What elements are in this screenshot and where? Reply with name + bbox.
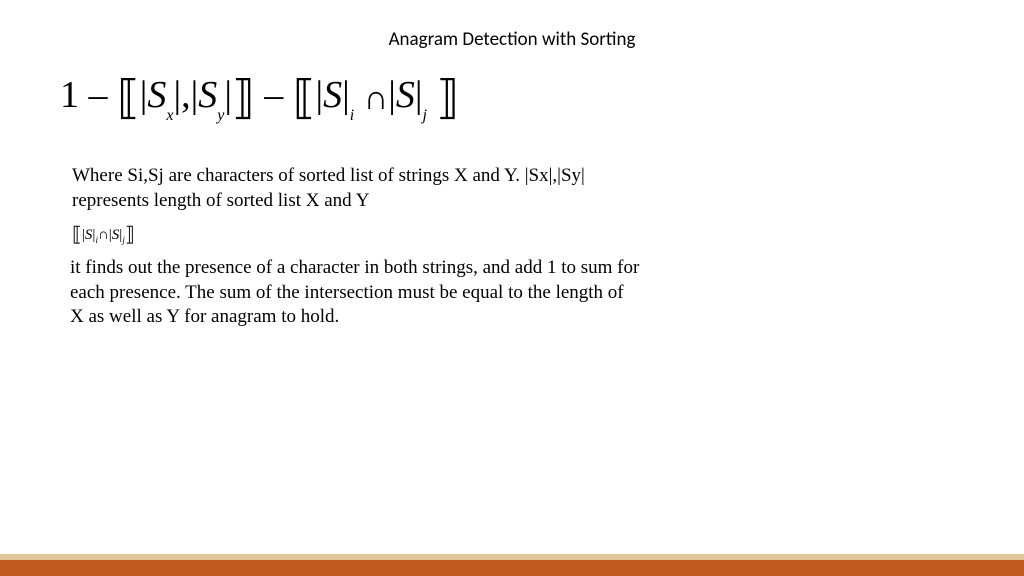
paragraph-1: Where Si,Sj are characters of sorted lis… [72,164,632,213]
slide-body: Anagram Detection with Sorting 1 – ⟦|Sx|… [0,0,1024,576]
footer-accent-band [0,554,1024,576]
small-formula: ⟦|S|i∩|S|j⟧ [72,222,135,247]
slide-title: Anagram Detection with Sorting [0,28,1024,51]
paragraph-2: it finds out the presence of a character… [70,256,640,330]
main-formula: 1 – ⟦|Sx|,|Sy|⟧ – ⟦|S|i ∩|S|j ⟧ [60,75,459,121]
footer-band-bottom [0,560,1024,576]
